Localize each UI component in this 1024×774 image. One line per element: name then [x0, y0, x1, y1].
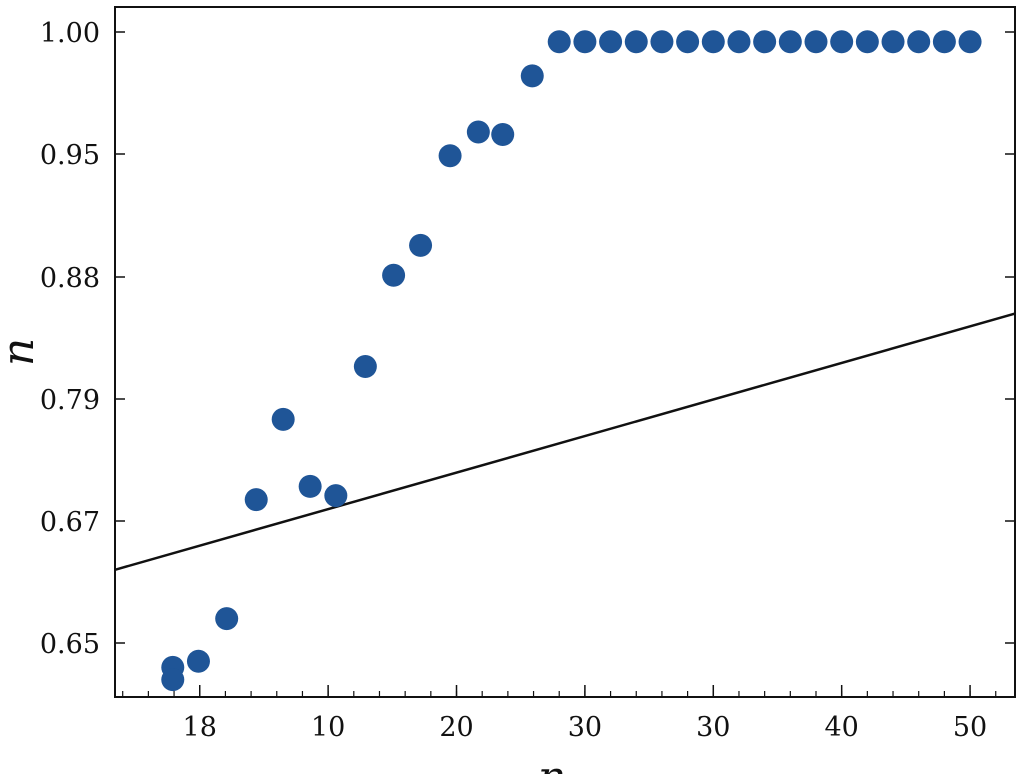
data-point [804, 30, 828, 54]
data-point [573, 30, 597, 54]
data-point [753, 30, 777, 54]
data-point [676, 30, 700, 54]
data-point [650, 30, 674, 54]
data-point [958, 30, 982, 54]
points-layer [161, 30, 982, 692]
x-tick-label: 30 [696, 712, 730, 743]
ticks-layer: 18 10 20 30 30 40 50 1.00 0.95 0.88 0.79 0.67 0.65 [40, 18, 1015, 743]
x-tick-label: 40 [824, 712, 858, 743]
data-point [161, 668, 185, 692]
data-point [520, 64, 544, 88]
data-point [701, 30, 725, 54]
trend-line [114, 312, 1016, 572]
plot-frame [114, 6, 1016, 698]
data-point [855, 30, 879, 54]
data-point [324, 484, 348, 508]
data-point [215, 607, 239, 631]
data-point [907, 30, 931, 54]
data-point [244, 488, 268, 512]
line-layer [114, 312, 1016, 572]
data-point [186, 649, 210, 673]
x-tick-label: 50 [953, 712, 987, 743]
x-tick-label: 30 [568, 712, 602, 743]
data-point [298, 474, 322, 498]
data-point [271, 407, 295, 431]
data-point [409, 233, 433, 257]
y-tick-label: 0.95 [40, 140, 100, 171]
y-tick-label: 0.67 [40, 507, 100, 538]
y-axis-label: n [0, 338, 44, 366]
data-point [881, 30, 905, 54]
data-point [599, 30, 623, 54]
x-tick-label: 20 [439, 712, 473, 743]
data-point [466, 120, 490, 144]
y-tick-label: 0.88 [40, 263, 100, 294]
data-point [491, 122, 515, 146]
y-tick-label: 0.79 [40, 385, 100, 416]
data-point [547, 30, 571, 54]
x-tick-label: 18 [183, 712, 217, 743]
data-point [382, 263, 406, 287]
data-point [624, 30, 648, 54]
data-point [438, 144, 462, 168]
data-point [727, 30, 751, 54]
y-tick-label: 0.65 [40, 629, 100, 660]
y-tick-label: 1.00 [40, 18, 100, 49]
data-point [353, 354, 377, 378]
data-point [830, 30, 854, 54]
x-axis-label: n [538, 752, 566, 774]
data-point [778, 30, 802, 54]
data-point [932, 30, 956, 54]
x-tick-label: 10 [311, 712, 345, 743]
